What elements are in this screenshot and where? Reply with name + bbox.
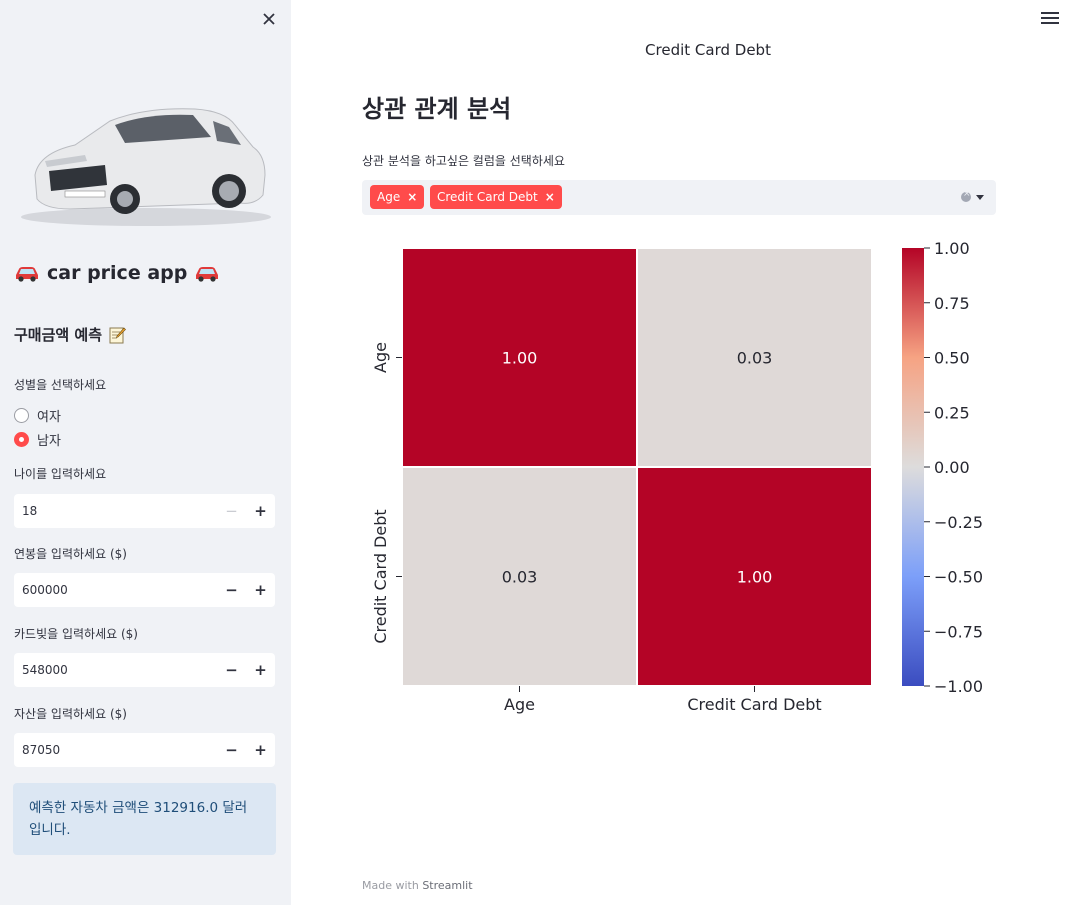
- red-car-icon: [16, 267, 38, 282]
- colorbar-tick-label: −0.75: [934, 622, 983, 641]
- colorbar-tick-label: 0.25: [934, 403, 970, 422]
- red-car-icon: [196, 267, 219, 282]
- card-debt-input[interactable]: 548000 − +: [14, 653, 275, 687]
- assets-value[interactable]: 87050: [22, 743, 61, 757]
- prediction-line-2: 입니다.: [29, 822, 71, 838]
- heatmap-cell: [401, 247, 638, 468]
- colorbar-tick-label: 0.75: [934, 294, 970, 313]
- x-tick-label: Credit Card Debt: [687, 695, 821, 714]
- footer-prefix: Made with: [362, 879, 419, 892]
- car-image: [21, 108, 271, 226]
- correlation-heatmap: 1.00 0.03 0.03 1.00 Age Credit Card Debt Age Cr…: [371, 239, 983, 714]
- colorbar-tick-label: 0.50: [934, 349, 970, 368]
- age-decrement-button[interactable]: −: [225, 502, 238, 520]
- radio-circle-selected: [14, 432, 29, 447]
- sidebar: car price app 구매금액 예측 성별을 선택하세요 여자: [0, 0, 291, 905]
- memo-icon: [109, 327, 126, 343]
- colorbar-tick-label: −1.00: [934, 677, 983, 696]
- radio-female-label: 여자: [37, 410, 61, 425]
- colorbar-tick-label: −0.50: [934, 568, 983, 587]
- assets-decrement-button[interactable]: −: [225, 741, 238, 759]
- column-multiselect[interactable]: Age × Credit Card Debt ×: [362, 180, 996, 215]
- app-title-text: car price app: [47, 262, 188, 284]
- chip-age[interactable]: Age ×: [370, 185, 425, 209]
- page-title: 상관 관계 분석: [362, 95, 512, 123]
- assets-label: 자산을 입력하세요 ($): [14, 707, 127, 721]
- colorbar-tick-label: −0.25: [934, 513, 983, 532]
- heatmap-cell: [636, 247, 873, 468]
- footer: Made with Streamlit: [362, 879, 473, 892]
- assets-increment-button[interactable]: +: [254, 741, 267, 759]
- age-label: 나이를 입력하세요: [14, 467, 107, 481]
- radio-circle: [14, 408, 29, 423]
- y-tick-label: Age: [371, 342, 390, 373]
- section-subtitle: 구매금액 예측: [14, 324, 126, 345]
- multiselect-label: 상관 분석을 하고싶은 컬럼을 선택하세요: [362, 154, 565, 168]
- x-tick-label: Age: [504, 695, 535, 714]
- colorbar: [902, 248, 924, 686]
- chip-credit-card-debt-label: Credit Card Debt: [437, 190, 538, 204]
- salary-increment-button[interactable]: +: [254, 581, 267, 599]
- chip-remove-icon[interactable]: ×: [407, 190, 418, 204]
- heatmap-cell-label: 0.03: [502, 568, 538, 587]
- heatmap-cell: [401, 466, 638, 687]
- card-debt-increment-button[interactable]: +: [254, 661, 267, 679]
- close-icon: [263, 13, 275, 25]
- y-tick-label: Credit Card Debt: [371, 509, 390, 643]
- heatmap-cell: [636, 466, 873, 687]
- age-increment-button[interactable]: +: [254, 502, 267, 520]
- card-debt-value[interactable]: 548000: [22, 663, 68, 677]
- chip-age-label: Age: [377, 190, 401, 204]
- age-input[interactable]: 18 − +: [14, 494, 275, 528]
- salary-input[interactable]: 600000 − +: [14, 573, 275, 607]
- card-debt-decrement-button[interactable]: −: [225, 661, 238, 679]
- app-title: car price app: [14, 262, 220, 284]
- card-debt-label: 카드빚을 입력하세요 ($): [14, 627, 138, 641]
- radio-male[interactable]: 남자: [14, 430, 61, 449]
- subtitle-text: 구매금액 예측: [14, 326, 103, 344]
- main-menu-button[interactable]: [1041, 12, 1059, 28]
- prediction-line-1: 예측한 자동차 금액은 312916.0 달러: [29, 800, 248, 816]
- heatmap-cell-label: 1.00: [502, 349, 538, 368]
- hamburger-menu-icon: [1041, 12, 1059, 24]
- assets-input[interactable]: 87050 − +: [14, 733, 275, 767]
- close-sidebar-button[interactable]: [258, 8, 280, 30]
- prediction-info-box: 예측한 자동차 금액은 312916.0 달러 입니다.: [13, 783, 276, 855]
- top-caption: Credit Card Debt: [645, 41, 771, 59]
- age-value[interactable]: 18: [22, 504, 38, 518]
- streamlit-link[interactable]: Streamlit: [422, 879, 473, 892]
- colorbar-tick-label: 0.00: [934, 458, 970, 477]
- heatmap-cell-label: 0.03: [737, 349, 773, 368]
- chip-credit-card-debt[interactable]: Credit Card Debt ×: [430, 185, 562, 209]
- salary-decrement-button[interactable]: −: [225, 581, 238, 599]
- gender-label: 성별을 선택하세요: [14, 378, 107, 392]
- radio-male-label: 남자: [37, 434, 61, 449]
- colorbar-tick-label: 1.00: [934, 239, 970, 258]
- chevron-down-icon[interactable]: [976, 195, 984, 200]
- radio-female[interactable]: 여자: [14, 406, 61, 425]
- chip-remove-icon[interactable]: ×: [544, 190, 555, 204]
- heatmap-cell-label: 1.00: [737, 568, 773, 587]
- salary-value[interactable]: 600000: [22, 583, 68, 597]
- salary-label: 연봉을 입력하세요 ($): [14, 547, 127, 561]
- clear-all-icon[interactable]: [961, 189, 971, 202]
